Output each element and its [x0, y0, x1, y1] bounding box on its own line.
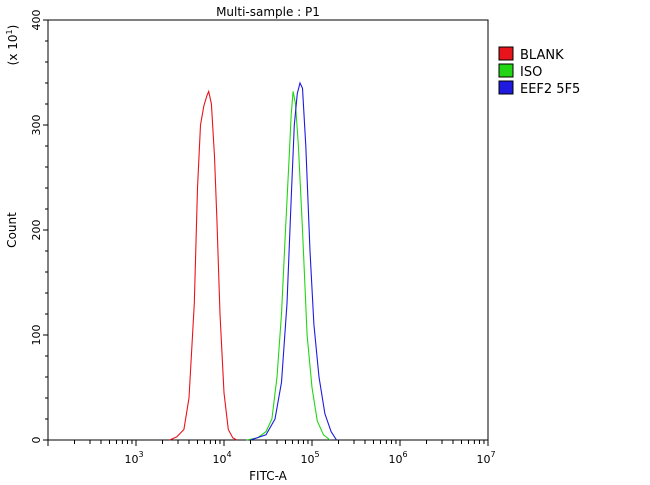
y-tick-label: 200 — [30, 220, 43, 241]
x-axis-label: FITC-A — [249, 469, 288, 483]
legend-label: ISO — [520, 65, 542, 80]
y-tick-label: 400 — [30, 10, 43, 31]
legend-swatch — [498, 46, 514, 61]
x-tick-label: 104 — [212, 450, 231, 466]
y-tick-label: 100 — [30, 325, 43, 346]
legend: BLANK ISO EEF2 5F5 — [498, 46, 580, 97]
y-multiplier-label: (x 101) — [5, 25, 20, 66]
legend-swatch — [498, 80, 514, 95]
x-tick-label: 105 — [300, 450, 319, 466]
series-curves — [169, 81, 337, 441]
x-tick-label: 106 — [388, 450, 407, 466]
series-line-iso — [246, 91, 331, 441]
legend-label: BLANK — [520, 48, 564, 63]
series-line-blank — [169, 89, 238, 441]
x-tick-label: 107 — [476, 450, 495, 466]
y-axis: 0 100 200 300 400 — [30, 10, 48, 444]
legend-swatch — [498, 63, 514, 78]
x-tick-label: 103 — [124, 450, 143, 466]
y-tick-label: 0 — [30, 437, 43, 444]
x-axis: 103 104 105 106 107 — [47, 440, 496, 466]
legend-label: EEF2 5F5 — [520, 82, 580, 97]
y-axis-label: Count — [5, 212, 19, 248]
series-line-eef2-5f5 — [250, 81, 337, 441]
y-tick-label: 300 — [30, 115, 43, 136]
chart-title: Multi-sample : P1 — [216, 5, 320, 19]
